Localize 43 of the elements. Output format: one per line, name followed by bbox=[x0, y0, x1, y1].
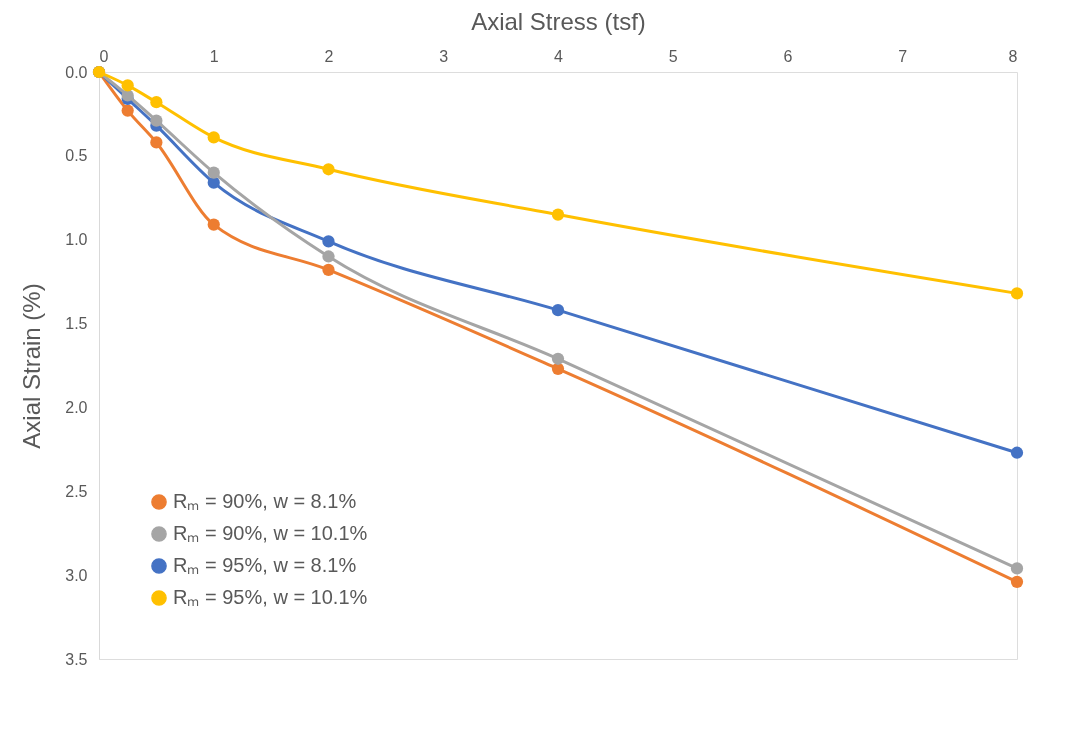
point bbox=[1010, 446, 1024, 459]
x-tick-label: 0 bbox=[99, 47, 109, 65]
x-tick-label: 4 bbox=[554, 47, 564, 65]
point bbox=[1010, 562, 1024, 575]
y-tick-label: 2.0 bbox=[65, 398, 88, 416]
point bbox=[322, 263, 335, 277]
x-tick-label: 6 bbox=[783, 47, 793, 65]
point bbox=[207, 218, 220, 231]
y-tick-label: 2.5 bbox=[65, 482, 88, 500]
point bbox=[121, 104, 134, 117]
point bbox=[1010, 287, 1024, 300]
legend-label: Rₘ = 95%, w = 10.1% bbox=[173, 586, 368, 608]
y-tick-label: 0.5 bbox=[65, 147, 88, 165]
point bbox=[551, 352, 565, 365]
point bbox=[150, 136, 163, 149]
point bbox=[322, 250, 335, 263]
y-tick-label: 1.5 bbox=[65, 315, 88, 333]
y-tick-label: 3.0 bbox=[65, 566, 88, 584]
y-tick-label: 3.5 bbox=[65, 650, 88, 668]
y-axis-title: Axial Strain (%) bbox=[18, 283, 46, 449]
x-tick-label: 3 bbox=[439, 47, 449, 65]
point bbox=[121, 79, 134, 92]
y-tick-label: 1.0 bbox=[65, 231, 88, 249]
x-tick-label: 2 bbox=[324, 47, 334, 65]
point bbox=[322, 163, 335, 176]
y-tick-label: 0.0 bbox=[65, 63, 88, 81]
point bbox=[322, 235, 335, 248]
x-axis-title: Axial Stress (tsf) bbox=[471, 7, 646, 35]
x-tick-label: 7 bbox=[898, 47, 908, 65]
point bbox=[207, 166, 220, 179]
point bbox=[551, 304, 565, 317]
point bbox=[207, 131, 220, 144]
point bbox=[551, 362, 565, 375]
point bbox=[150, 114, 163, 127]
x-tick-label: 1 bbox=[209, 47, 219, 65]
point bbox=[1010, 575, 1024, 588]
legend-label: Rₘ = 95%, w = 8.1% bbox=[173, 554, 357, 576]
x-tick-label: 5 bbox=[668, 47, 678, 65]
legend-label: Rₘ = 90%, w = 8.1% bbox=[173, 490, 357, 512]
point bbox=[150, 96, 163, 109]
legend-label: Rₘ = 90%, w = 10.1% bbox=[173, 522, 368, 544]
x-tick-label: 8 bbox=[1008, 47, 1018, 65]
point bbox=[551, 208, 565, 221]
